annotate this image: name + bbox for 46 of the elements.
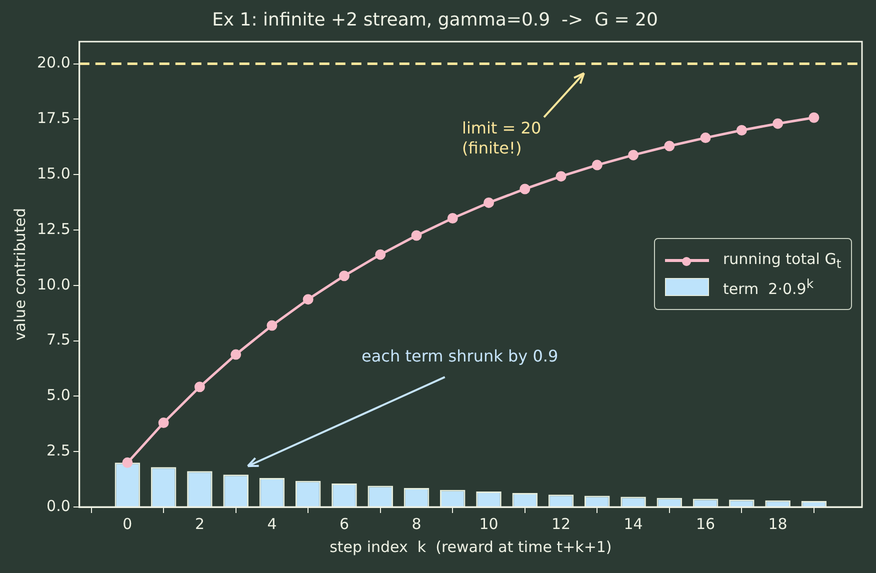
point (808, 112, 820, 123)
x-axis-title: step index k (reward at time t+k+1) (330, 538, 612, 556)
annotation: each term shrunk by 0.9 (362, 346, 558, 366)
x-tick-label: 0 (122, 514, 132, 533)
point (736, 125, 747, 136)
x-tick-label: 2 (194, 514, 204, 533)
y-tick-label: 10.0 (36, 275, 70, 294)
x-tick-label: 4 (267, 514, 277, 533)
point (375, 249, 386, 260)
y-tick-label: 5.0 (46, 386, 70, 404)
point (447, 212, 458, 224)
point (122, 457, 133, 468)
x-tick-label: 6 (339, 514, 350, 533)
point (230, 349, 242, 360)
y-tick-label: 7.5 (46, 330, 70, 349)
y-tick-label: 17.5 (36, 109, 70, 128)
y-tick-label: 20.0 (36, 54, 70, 72)
point (772, 118, 784, 129)
chart-title: Ex 1: infinite +2 stream, gamma=0.9 -> G = 20 (212, 9, 658, 30)
point (556, 171, 566, 182)
point (700, 132, 711, 144)
point (628, 150, 639, 160)
point (411, 230, 422, 241)
y-tick-label: 0.0 (46, 496, 70, 515)
x-tick-label: 16 (696, 514, 716, 533)
y-tick-label: 2.5 (46, 441, 70, 460)
annotation: limit = 20 (finite!) (462, 118, 542, 158)
point (520, 184, 530, 194)
x-tick-label: 18 (768, 514, 788, 533)
point (158, 418, 169, 428)
x-tick-label: 14 (624, 514, 643, 533)
point (338, 270, 350, 282)
y-tick-label: 15.0 (36, 164, 70, 182)
point (302, 294, 314, 305)
y-tick-label: 12.5 (36, 220, 70, 238)
point (266, 320, 278, 331)
y-axis-title: value contributed (10, 208, 29, 341)
x-tick-label: 10 (479, 514, 498, 533)
point (592, 160, 602, 170)
point (194, 382, 205, 392)
point (484, 197, 494, 208)
x-tick-label: 12 (551, 514, 571, 533)
x-tick-label: 8 (412, 514, 422, 533)
legend-label: term 2·0.9$^{k}$ (723, 276, 814, 298)
point (664, 140, 675, 152)
legend-label: running total G$_{t}$ (723, 250, 842, 272)
